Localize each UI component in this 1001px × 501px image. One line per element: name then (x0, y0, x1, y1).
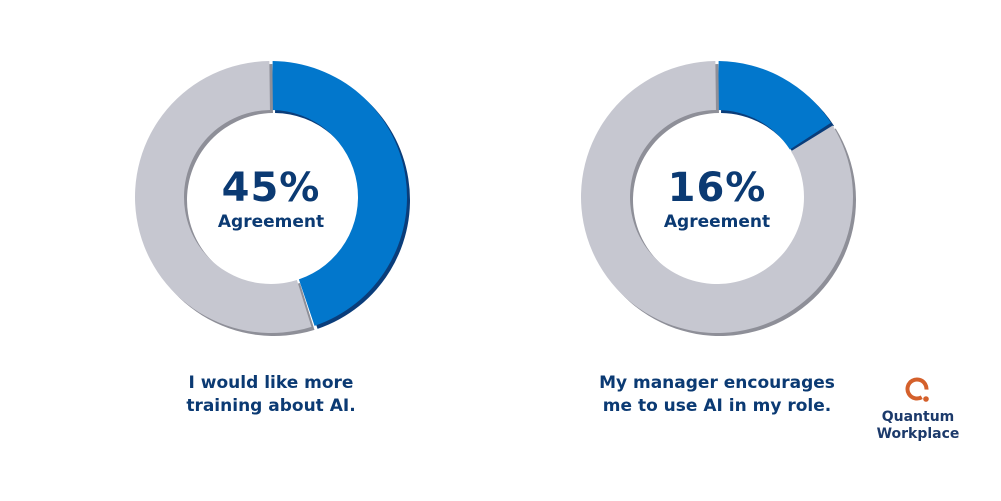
donut-2-percent: 16% (667, 165, 767, 211)
donut-1-slice-1 (272, 61, 408, 326)
donut-1-label: Agreement (217, 212, 325, 232)
logo-q-icon (905, 377, 929, 402)
logo-line-1: Quantum (881, 409, 955, 425)
donut-2-label: Agreement (663, 212, 771, 232)
quantum-workplace-logo: Quantum Workplace (868, 376, 968, 443)
donut-2-caption: My manager encourages me to use AI in my… (557, 372, 877, 418)
donut-2-slice-2 (580, 61, 853, 333)
donut-1-caption: I would like more training about AI. (111, 372, 431, 418)
caption-line: training about AI. (186, 396, 356, 416)
caption-line: My manager encourages (599, 373, 835, 393)
logo-line-2: Workplace (876, 426, 960, 442)
donut-2-slice-1 (718, 61, 831, 150)
donut-1-slice-2 (135, 61, 312, 333)
caption-line: I would like more (188, 373, 354, 393)
donut-1-percent: 45% (221, 165, 321, 211)
caption-line: me to use AI in my role. (602, 396, 832, 416)
